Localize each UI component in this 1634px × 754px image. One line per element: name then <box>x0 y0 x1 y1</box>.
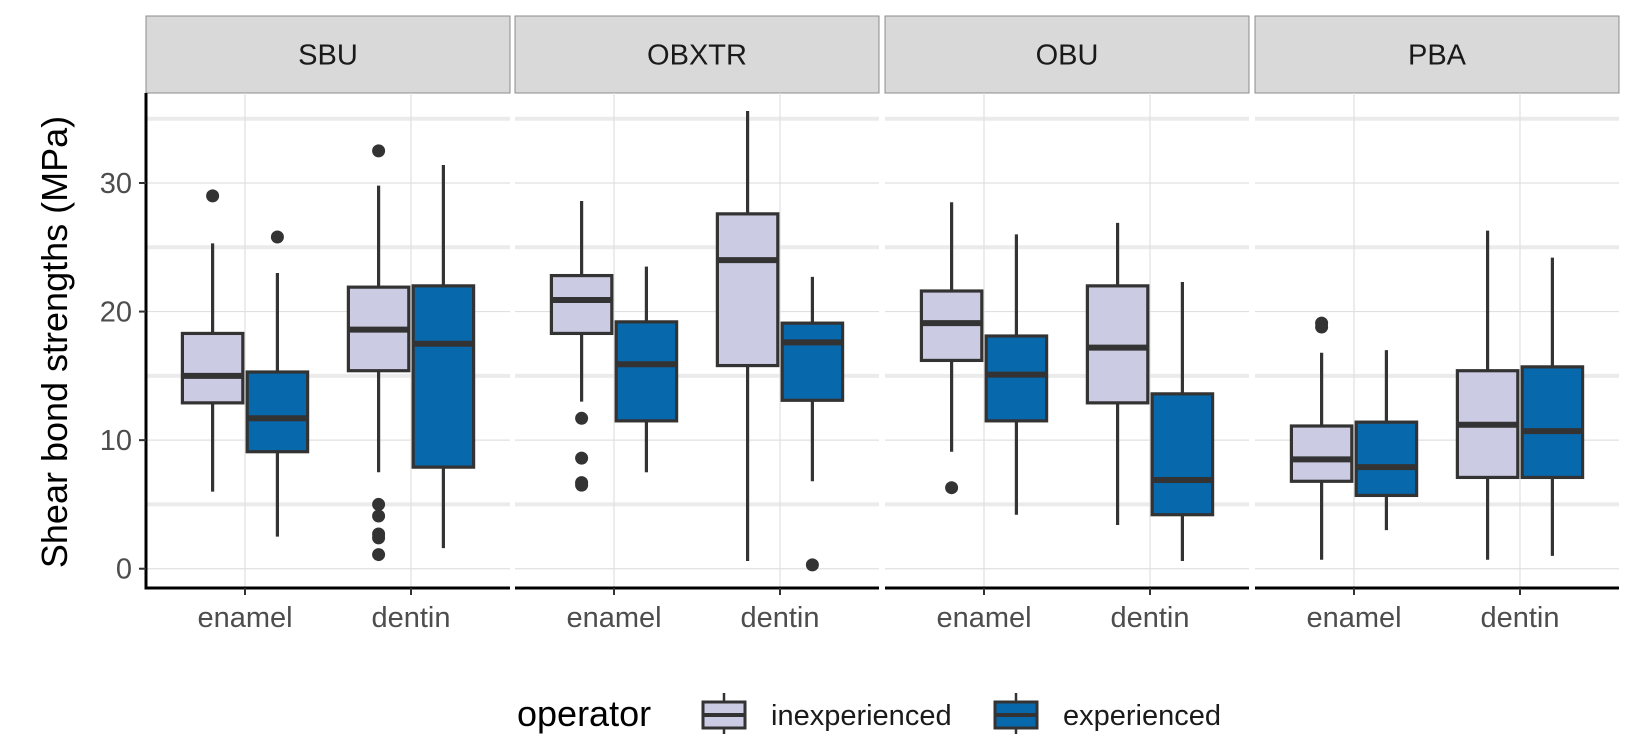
outlier-point <box>270 230 284 244</box>
outlier-point <box>575 411 589 425</box>
box-enamel-experienced <box>245 230 310 537</box>
box-enamel-inexperienced <box>549 201 614 492</box>
facet-panel-pba: PBA enamel dentin <box>1254 15 1620 634</box>
y-axis-title: Shear bond strengths (MPa) <box>34 116 75 568</box>
outlier-point <box>1315 320 1329 334</box>
box-iqr <box>245 370 310 454</box>
facet-strip <box>884 15 1250 94</box>
x-tick-label: enamel <box>1306 602 1401 634</box>
box-iqr <box>614 320 679 423</box>
box-dentin-experienced <box>780 276 845 572</box>
box-iqr <box>1520 365 1585 480</box>
box-iqr <box>1354 420 1419 498</box>
box-iqr <box>984 334 1049 423</box>
x-tick-label: dentin <box>740 602 819 634</box>
box-iqr <box>715 212 780 368</box>
facet-strip-label: PBA <box>1408 40 1467 72</box>
outlier-point <box>372 548 386 562</box>
legend-title: operator <box>517 693 651 734</box>
outlier-point <box>372 144 386 158</box>
x-tick-label: enamel <box>936 602 1031 634</box>
y-tick-label: 20 <box>100 297 132 329</box>
outlier-point <box>206 189 220 203</box>
box-enamel-inexperienced <box>919 202 984 495</box>
box-dentin-experienced <box>1150 282 1215 561</box>
x-tick-label: enamel <box>197 602 292 634</box>
x-tick-label: dentin <box>1110 602 1189 634</box>
box-iqr <box>780 321 845 402</box>
facet-strip-label: SBU <box>298 40 358 72</box>
facet-strip-label: OBU <box>1036 40 1099 72</box>
legend: operator inexperienced experienced <box>517 693 1221 734</box>
box-iqr <box>1150 392 1215 517</box>
x-tick-label: dentin <box>371 602 450 634</box>
y-tick-label: 10 <box>100 425 132 457</box>
outlier-point <box>575 451 589 465</box>
outlier-point <box>372 531 386 545</box>
outlier-point <box>575 478 589 492</box>
outlier-point <box>372 497 386 511</box>
x-tick-label: enamel <box>566 602 661 634</box>
box-enamel-experienced <box>614 266 679 473</box>
y-axis: 0 10 20 30 <box>100 93 148 590</box>
box-enamel-experienced <box>984 234 1049 515</box>
box-dentin-inexperienced <box>1085 222 1150 525</box>
facet-panel-sbu: SBU enamel dentin <box>145 15 511 634</box>
facet-strip <box>145 15 511 94</box>
facet-panel-obu: OBU enamel dentin <box>884 15 1250 634</box>
outlier-point <box>945 481 959 495</box>
facet-panel-obxtr: OBXTR enamel dentin <box>514 15 880 634</box>
outlier-point <box>805 558 819 572</box>
y-tick-label: 0 <box>116 554 132 586</box>
y-tick-label: 30 <box>100 168 132 200</box>
box-iqr <box>1085 284 1150 405</box>
panels-layer: SBU enamel dentin OBXTR enamel dentin OBU ename… <box>145 15 1620 634</box>
x-tick-label: dentin <box>1480 602 1559 634</box>
legend-label-experienced: experienced <box>1063 700 1221 732</box>
box-iqr <box>1289 424 1354 483</box>
facet-strip <box>1254 15 1620 94</box>
box-enamel-experienced <box>1354 350 1419 531</box>
box-dentin-inexperienced <box>346 144 411 562</box>
legend-label-inexperienced: inexperienced <box>771 700 952 732</box>
box-iqr <box>180 331 245 405</box>
box-enamel-inexperienced <box>1289 316 1354 560</box>
box-iqr <box>549 273 614 336</box>
box-enamel-inexperienced <box>180 189 245 492</box>
box-dentin-experienced <box>411 165 476 549</box>
outlier-point <box>372 509 386 523</box>
box-dentin-inexperienced <box>715 111 780 561</box>
box-iqr <box>411 284 476 469</box>
box-dentin-inexperienced <box>1455 230 1520 560</box>
legend-key-experienced <box>993 693 1039 734</box>
legend-key-inexperienced <box>701 693 747 734</box>
box-dentin-experienced <box>1520 257 1585 556</box>
facet-strip <box>514 15 880 94</box>
facet-strip-label: OBXTR <box>647 40 747 72</box>
